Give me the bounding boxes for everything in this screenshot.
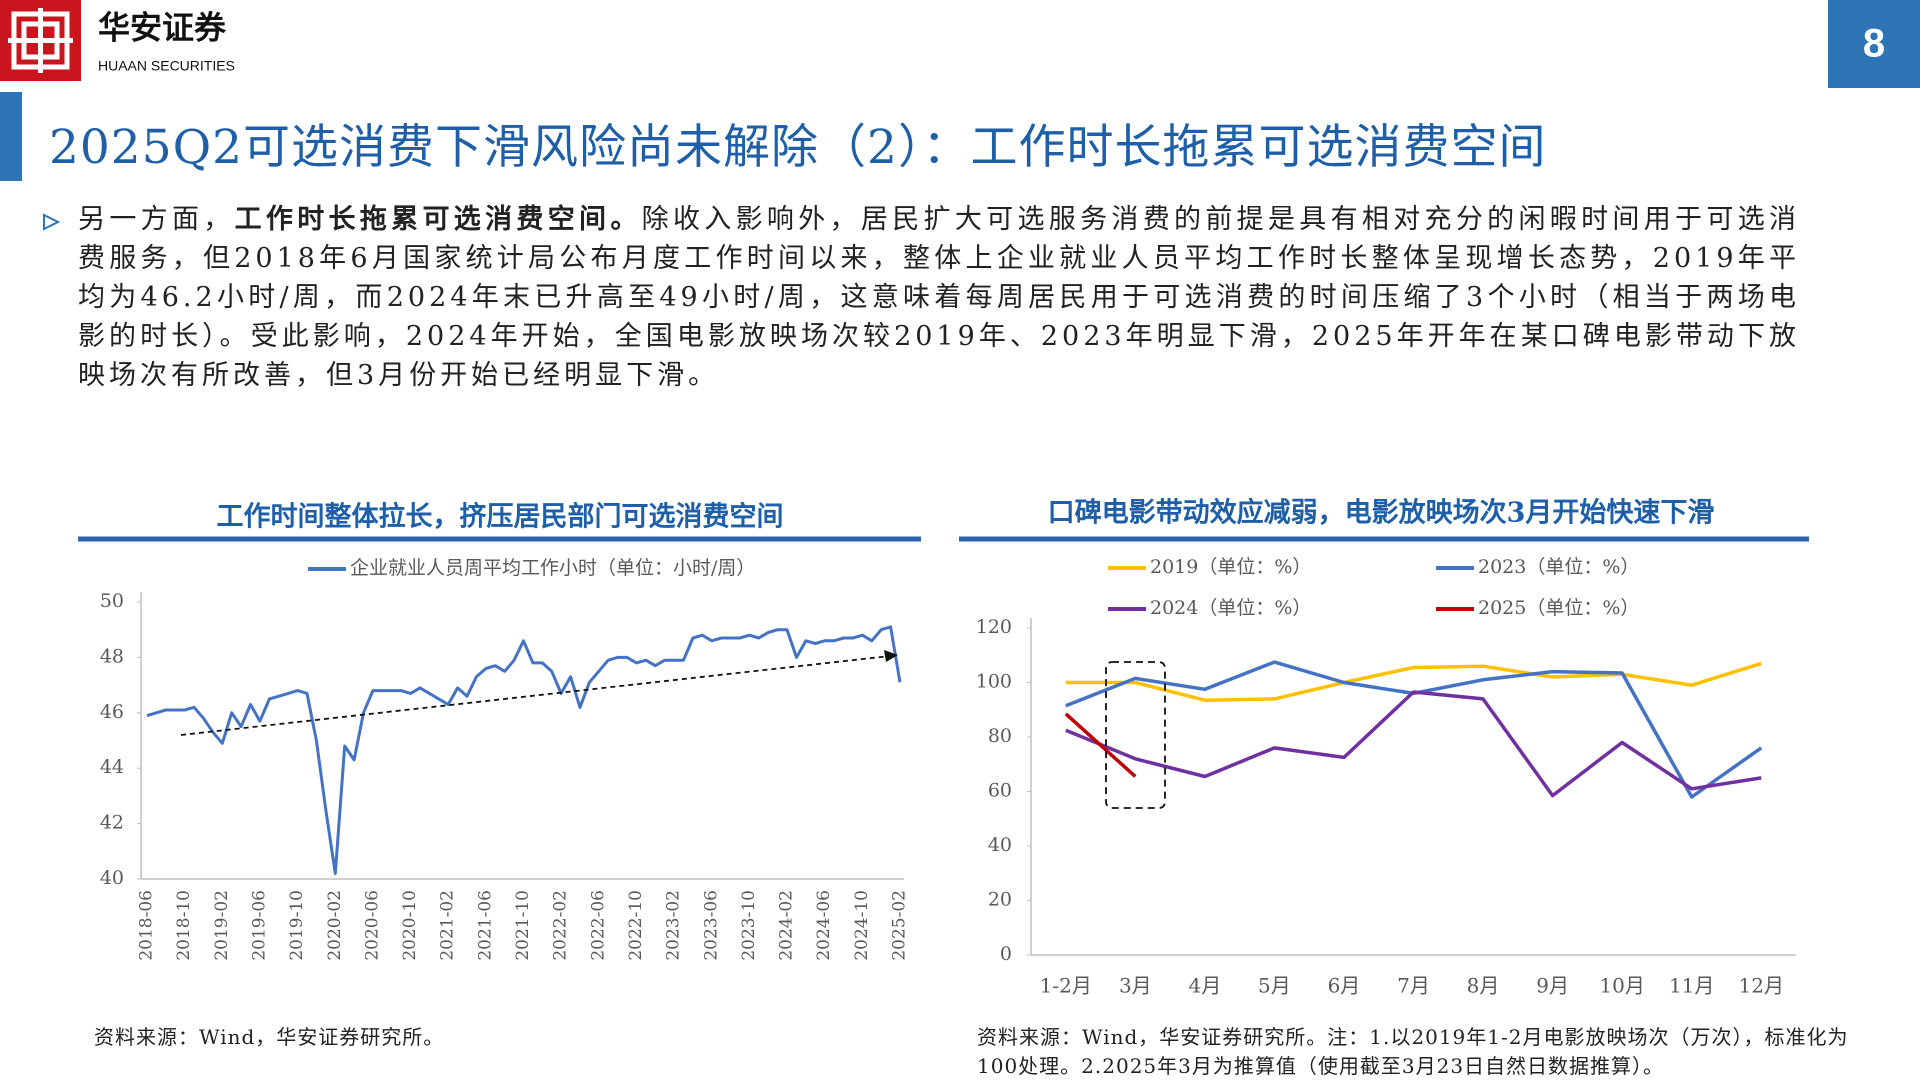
x-tick-label: 2022-10 xyxy=(626,890,646,961)
source-2: 资料来源：Wind，华安证券研究所。注：1.以2019年1-2月电影放映场次（万… xyxy=(977,1025,1849,1078)
x-tick-label: 2019-06 xyxy=(249,890,269,961)
y-tick-label: 42 xyxy=(100,812,124,834)
body-text: 另一方面，工作时长拖累可选消费空间。除收入影响外，居民扩大可选服务消费的前提是具… xyxy=(78,200,1800,395)
body-rest: 除收入影响外，居民扩大可选服务消费的前提是具有相对充分的闲暇时间用于可选消费服务… xyxy=(78,204,1801,391)
trend-arrowhead xyxy=(884,650,898,662)
x-tick-label: 5月 xyxy=(1258,974,1291,998)
y-tick-label: 80 xyxy=(988,725,1012,747)
legend-label: 企业就业人员周平均工作小时（单位：小时/周） xyxy=(350,557,755,579)
x-tick-label: 8月 xyxy=(1467,974,1500,998)
x-tick-label: 12月 xyxy=(1739,974,1784,998)
page-number-box xyxy=(1828,0,1920,88)
title-bar xyxy=(0,92,22,181)
x-tick-label: 2018-06 xyxy=(137,890,157,961)
x-tick-label: 2020-10 xyxy=(400,890,420,961)
y-tick-label: 0 xyxy=(1000,943,1012,965)
series-line xyxy=(1064,712,1137,778)
y-tick-label: 40 xyxy=(100,867,124,889)
charts: 工作时间整体拉长，挤压居民部门可选消费空间 40 42 44 46 48 50 2018-06… xyxy=(78,497,1809,998)
x-tick-label: 2019-10 xyxy=(287,890,307,961)
x-tick-label: 2024-10 xyxy=(852,890,872,961)
x-tick-label: 2022-02 xyxy=(551,890,571,961)
x-tick-label: 2024-06 xyxy=(814,890,834,961)
chart-title: 口碑电影带动效应减弱，电影放映场次3月开始快速下滑 xyxy=(1048,497,1715,529)
series-line xyxy=(1065,661,1762,702)
x-tick-label: 10月 xyxy=(1599,974,1644,998)
body-bold: 工作时长拖累可选消费空间。 xyxy=(234,204,642,235)
x-tick-label: 4月 xyxy=(1188,974,1221,998)
x-tick-label: 2024-02 xyxy=(777,890,797,961)
y-tick-label: 40 xyxy=(988,834,1012,856)
x-tick-label: 11月 xyxy=(1669,974,1714,998)
x-tick-label: 2023-02 xyxy=(664,890,684,961)
y-tick-label: 50 xyxy=(100,590,124,612)
x-tick-label: 2018-10 xyxy=(174,890,194,961)
legend-label: 2025（单位：%） xyxy=(1478,597,1639,619)
series-line xyxy=(1065,690,1762,798)
page-number: 8 xyxy=(1863,22,1885,66)
x-tick-label: 6月 xyxy=(1328,974,1361,998)
trend-arrow xyxy=(180,655,891,736)
legend-label: 2023（单位：%） xyxy=(1478,556,1639,578)
logo-pattern xyxy=(8,8,73,73)
y-tick-label: 120 xyxy=(976,616,1012,638)
x-tick-label: 9月 xyxy=(1536,974,1569,998)
logo-cn: 华安证券 xyxy=(98,9,227,47)
x-tick-label: 2025-02 xyxy=(890,890,910,961)
y-tick-label: 20 xyxy=(988,889,1012,911)
x-tick-label: 2021-10 xyxy=(513,890,533,961)
bullet xyxy=(43,213,61,231)
x-tick-label: 2019-02 xyxy=(212,890,232,961)
legend-label: 2019（单位：%） xyxy=(1150,556,1311,578)
highlight-box xyxy=(1105,661,1166,809)
y-tick-label: 46 xyxy=(100,701,124,723)
x-tick-label: 2020-02 xyxy=(325,890,345,961)
y-tick-label: 48 xyxy=(100,645,124,667)
x-tick-label: 2023-06 xyxy=(701,890,721,961)
body-lead: 另一方面， xyxy=(78,204,235,235)
x-tick-label: 1-2月 xyxy=(1040,974,1092,998)
y-tick-label: 100 xyxy=(976,671,1012,693)
x-tick-label: 2020-06 xyxy=(362,890,382,961)
source-1: 资料来源：Wind，华安证券研究所。 xyxy=(94,1025,445,1049)
slide-title: 2025Q2可选消费下滑风险尚未解除（2）：工作时长拖累可选消费空间 xyxy=(49,120,1547,175)
x-tick-label: 2021-06 xyxy=(475,890,495,961)
x-tick-label: 3月 xyxy=(1119,974,1152,998)
chart-title: 工作时间整体拉长，挤压居民部门可选消费空间 xyxy=(217,501,784,533)
x-tick-label: 2021-02 xyxy=(438,890,458,961)
series-line xyxy=(146,625,902,875)
logo-en: HUAAN SECURITIES xyxy=(98,58,235,74)
x-tick-label: 7月 xyxy=(1397,974,1430,998)
series-line xyxy=(1065,660,1763,799)
x-tick-label: 2023-10 xyxy=(739,890,759,961)
y-tick-label: 60 xyxy=(988,780,1012,802)
y-tick-label: 44 xyxy=(100,756,124,778)
x-tick-label: 2022-06 xyxy=(588,890,608,961)
legend-label: 2024（单位：%） xyxy=(1150,597,1311,619)
